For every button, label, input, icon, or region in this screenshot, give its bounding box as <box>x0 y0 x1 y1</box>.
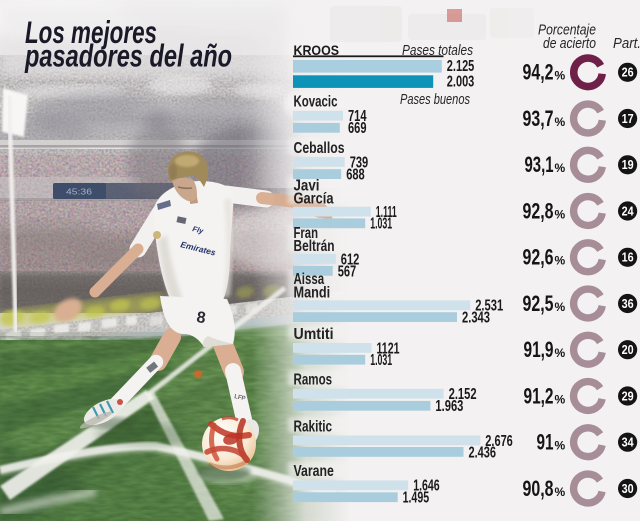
svg-text:Porcentaje: Porcentaje <box>538 22 596 39</box>
svg-text:%: % <box>555 161 566 175</box>
svg-text:LFP: LFP <box>234 394 246 402</box>
svg-text:1.111: 1.111 <box>376 204 397 221</box>
svg-text:de acierto: de acierto <box>543 35 596 52</box>
svg-text:Part.: Part. <box>613 35 640 52</box>
svg-text:92,5: 92,5 <box>523 291 554 316</box>
svg-text:34: 34 <box>622 436 634 450</box>
svg-text:Pases totales: Pases totales <box>402 42 473 59</box>
svg-text:1.495: 1.495 <box>403 490 430 507</box>
svg-text:Los mejores: Los mejores <box>25 14 157 50</box>
svg-text:%: % <box>555 392 566 406</box>
svg-text:Javi: Javi <box>294 178 320 195</box>
svg-text:1121: 1121 <box>377 340 400 357</box>
svg-text:%: % <box>555 439 566 453</box>
svg-text:92,6: 92,6 <box>523 245 554 270</box>
svg-text:Ramos: Ramos <box>294 372 333 389</box>
svg-text:Fly: Fly <box>192 224 205 236</box>
svg-text:Ceballos: Ceballos <box>294 140 345 157</box>
svg-text:1.963: 1.963 <box>435 398 463 415</box>
svg-text:2.436: 2.436 <box>469 444 497 461</box>
svg-text:29: 29 <box>622 389 634 403</box>
svg-text:Varane: Varane <box>294 463 334 480</box>
svg-text:Beltrán: Beltrán <box>294 238 335 255</box>
svg-text:20: 20 <box>622 343 634 357</box>
svg-text:KROOS: KROOS <box>294 43 340 58</box>
svg-text:2.531: 2.531 <box>475 298 503 315</box>
svg-text:Rakitic: Rakitic <box>294 418 333 435</box>
svg-text:93,7: 93,7 <box>523 106 554 131</box>
svg-text:1.031: 1.031 <box>370 216 392 233</box>
svg-text:688: 688 <box>346 167 365 184</box>
svg-text:739: 739 <box>350 154 369 171</box>
svg-text:19: 19 <box>622 158 634 172</box>
svg-text:Kovacic: Kovacic <box>294 94 338 111</box>
svg-text:30: 30 <box>622 482 634 496</box>
svg-text:García: García <box>294 191 334 208</box>
svg-text:%: % <box>555 69 566 83</box>
svg-text:94,2: 94,2 <box>523 60 554 85</box>
svg-text:91,9: 91,9 <box>524 337 554 362</box>
svg-text:2.676: 2.676 <box>485 433 513 450</box>
svg-text:567: 567 <box>338 263 357 280</box>
svg-text:%: % <box>555 207 566 221</box>
svg-text:91,2: 91,2 <box>524 383 554 408</box>
svg-text:1.031: 1.031 <box>370 352 392 369</box>
svg-text:16: 16 <box>622 251 634 265</box>
svg-text:%: % <box>555 300 566 314</box>
svg-text:%: % <box>555 115 566 129</box>
svg-text:2.125: 2.125 <box>447 58 475 75</box>
svg-text:36: 36 <box>622 297 634 311</box>
svg-text:92,8: 92,8 <box>523 198 554 223</box>
svg-text:24: 24 <box>622 204 634 218</box>
svg-text:pasadores del año: pasadores del año <box>24 38 232 74</box>
svg-text:714: 714 <box>348 108 367 125</box>
svg-text:612: 612 <box>341 251 360 268</box>
svg-text:%: % <box>555 346 566 360</box>
svg-text:Umtiti: Umtiti <box>294 326 334 343</box>
svg-text:Pases buenos: Pases buenos <box>400 91 470 108</box>
svg-text:Aissa: Aissa <box>294 271 325 288</box>
svg-text:Fran: Fran <box>294 225 319 242</box>
svg-text:2.152: 2.152 <box>449 386 477 403</box>
svg-text:2.003: 2.003 <box>447 73 475 90</box>
svg-text:2.343: 2.343 <box>462 310 490 327</box>
svg-text:%: % <box>555 254 566 268</box>
svg-text:91: 91 <box>537 430 554 455</box>
svg-text:1.646: 1.646 <box>413 478 440 495</box>
svg-text:Mandi: Mandi <box>294 284 331 301</box>
svg-text:669: 669 <box>348 120 367 137</box>
svg-text:26: 26 <box>622 66 634 80</box>
svg-text:%: % <box>555 485 566 499</box>
svg-text:45:36: 45:36 <box>66 188 93 197</box>
svg-text:90,8: 90,8 <box>523 476 554 501</box>
svg-text:17: 17 <box>622 112 634 126</box>
svg-text:8: 8 <box>195 309 206 327</box>
svg-text:93,1: 93,1 <box>525 152 554 177</box>
